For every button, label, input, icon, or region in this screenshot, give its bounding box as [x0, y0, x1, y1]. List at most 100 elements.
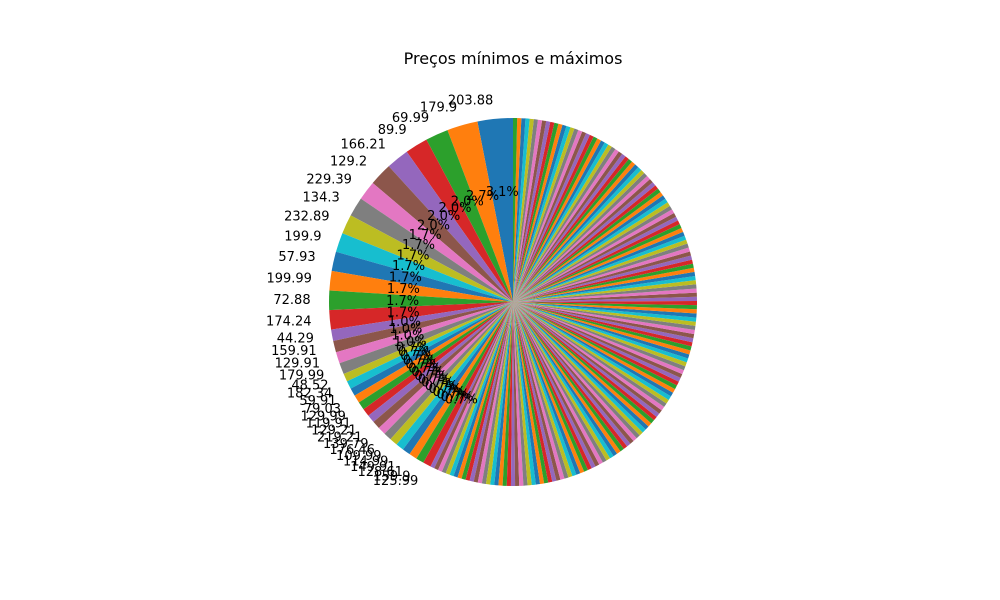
pie-slice-small — [513, 138, 602, 302]
pie-slice-small — [513, 133, 590, 302]
slice-label: 199.9 — [284, 229, 321, 244]
pie-slice-small — [513, 243, 689, 302]
pie-slice-small — [513, 302, 697, 318]
pie-slice-small — [490, 302, 513, 486]
pie-slice-small — [513, 127, 575, 302]
slice-label: 72.88 — [273, 293, 310, 308]
pie-slice — [335, 302, 513, 364]
pie-slice — [360, 182, 513, 302]
pie-slice-small — [513, 302, 657, 421]
pie-slice-small — [513, 124, 567, 303]
slice-percent-label: 1.0% — [391, 328, 424, 343]
pie-slice-small — [513, 146, 616, 302]
pie-slice — [329, 270, 513, 302]
pie-slice-small — [513, 220, 680, 302]
pie-slice-small — [485, 302, 513, 485]
pie-slice-small — [473, 302, 513, 483]
pie-slice-small — [513, 119, 538, 302]
slice-label: 182.34 — [287, 386, 333, 401]
pie-slice-small — [513, 176, 650, 302]
slice-percent-label: 0.7% — [429, 382, 462, 397]
pie-slice-small — [513, 144, 612, 302]
pie-slice — [363, 302, 513, 416]
slice-label: 129.2 — [330, 155, 367, 170]
pie-slice-small — [513, 302, 649, 430]
pie-slice — [333, 302, 513, 353]
pie-slice — [423, 302, 513, 467]
slice-percent-label: 1.7% — [387, 282, 420, 297]
pie-slice — [406, 139, 513, 302]
slice-label: 149.91 — [350, 460, 396, 475]
pie-slice-small — [513, 247, 690, 302]
pie-slice-small — [513, 302, 569, 479]
pie-slice-small — [498, 302, 513, 486]
pie-slice-small — [510, 302, 516, 486]
pie-slice-small — [481, 302, 513, 485]
pie-slice-small — [461, 302, 513, 480]
pie-slice-small — [513, 118, 534, 302]
pie-slice — [409, 302, 513, 459]
pie-slice — [342, 215, 513, 302]
slice-label: 176.46 — [329, 443, 375, 458]
pie-slice — [329, 302, 513, 330]
pie-slice — [384, 302, 513, 440]
pie-slice-small — [513, 302, 640, 439]
pie-slice — [331, 251, 513, 302]
slice-percent-label: 1.7% — [389, 271, 422, 286]
pie-slice — [368, 302, 513, 422]
slice-percent-label: 0.7% — [411, 365, 444, 380]
pie-slice-small — [513, 191, 663, 302]
slice-percent-label: 1.7% — [409, 228, 442, 243]
pie-slice-small — [513, 118, 522, 302]
pie-slice-small — [513, 259, 693, 302]
slice-percent-label: 0.7% — [425, 379, 458, 394]
pie-slice-small — [513, 302, 667, 407]
slice-label: 199.99 — [266, 272, 312, 287]
pie-slice-small — [513, 302, 614, 459]
pie-slice-small — [513, 302, 660, 417]
slice-label: 69.99 — [392, 111, 429, 126]
pie-slice — [396, 302, 513, 450]
pie-slice-small — [513, 213, 677, 302]
pie-slice-small — [513, 284, 697, 302]
slice-percent-label: 0.7% — [400, 349, 433, 364]
slice-percent-label: 3.1% — [486, 185, 519, 200]
pie-slice-small — [513, 302, 683, 378]
slice-label: 159.9 — [373, 470, 410, 485]
pie-slice-small — [430, 302, 513, 469]
filler-slices — [430, 118, 698, 486]
pie-slice-small — [513, 280, 697, 302]
pie-slice-small — [513, 123, 563, 302]
pie-slice-small — [513, 128, 579, 302]
pie-slice-small — [513, 140, 605, 302]
pie-slice-small — [513, 302, 677, 390]
pie-slice-small — [513, 173, 648, 302]
slice-label: 125.99 — [373, 474, 419, 489]
pie-slice-small — [438, 302, 513, 472]
slice-percent-label: 1.0% — [389, 322, 422, 337]
pie-slice — [372, 166, 513, 302]
slice-percent-label: 0.7% — [421, 376, 454, 391]
pie-slice-small — [513, 302, 628, 449]
pie-slice-small — [513, 302, 671, 400]
slice-label: 219.21 — [317, 430, 363, 445]
pie-slice-small — [513, 142, 609, 302]
pie-slice — [339, 302, 513, 375]
pie-slice-small — [513, 302, 585, 474]
pie-slice-small — [513, 122, 559, 302]
pie-slice-small — [513, 302, 696, 331]
pie-slice-small — [513, 195, 666, 302]
pie-slice-small — [513, 209, 675, 302]
slice-percent-label: 1.0% — [388, 315, 421, 330]
pie-slice-small — [513, 302, 692, 351]
pie-slice-small — [449, 302, 513, 477]
slice-label: 159.91 — [271, 344, 317, 359]
pie-slice-small — [513, 302, 681, 382]
pie-slice-small — [513, 302, 662, 414]
slice-percent-label: 2.0% — [451, 195, 484, 210]
pie-slice-small — [513, 182, 656, 302]
slice-label: 166.21 — [340, 137, 386, 152]
pie-slice-small — [513, 302, 618, 457]
